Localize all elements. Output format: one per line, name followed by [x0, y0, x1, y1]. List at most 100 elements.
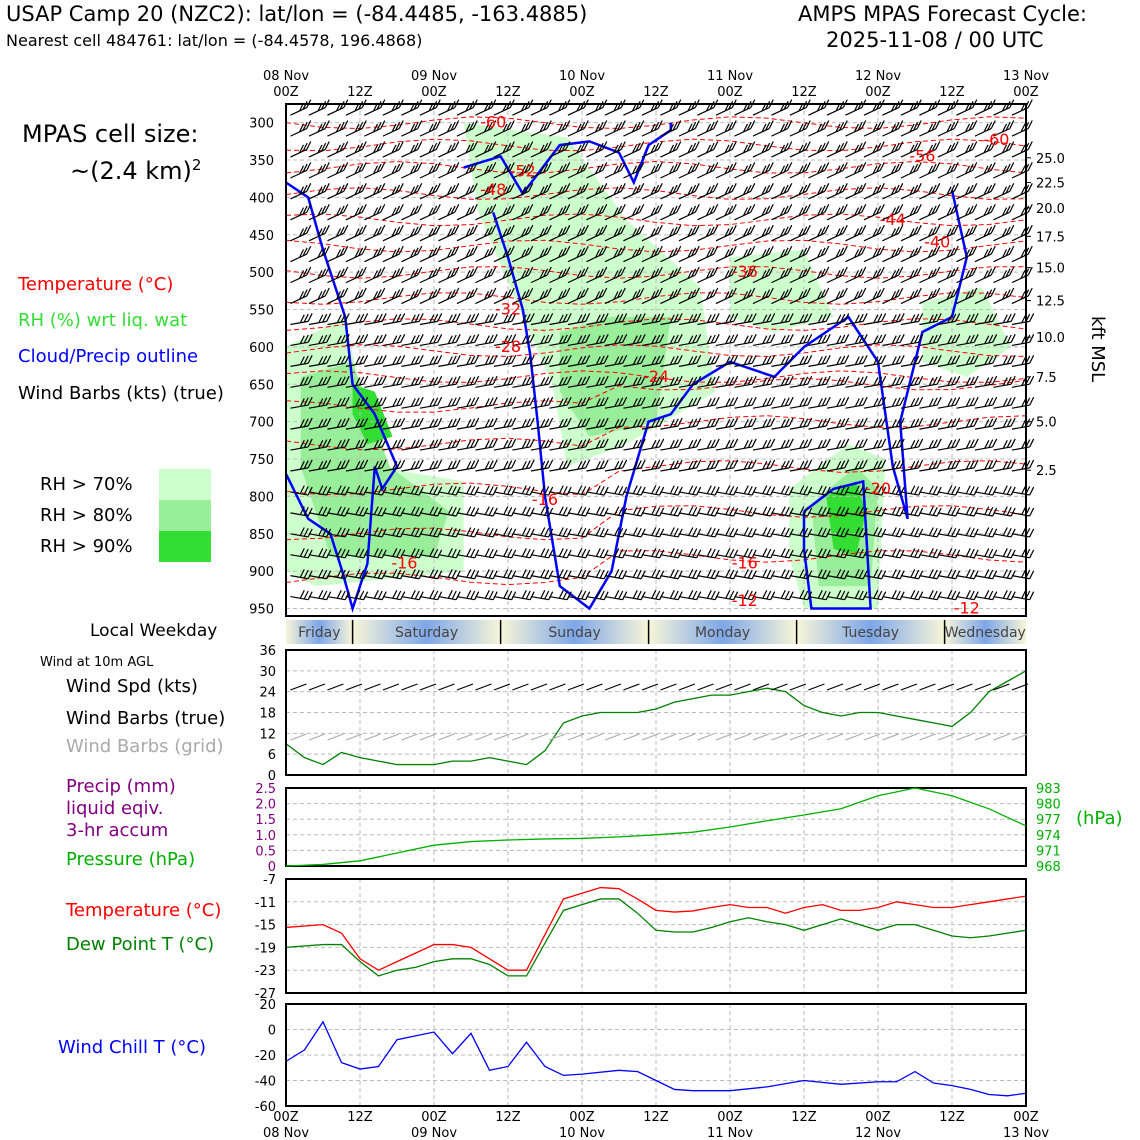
barb-flag — [299, 440, 305, 449]
xsec-wind-barb — [345, 313, 369, 326]
barb-shaft — [863, 575, 882, 580]
barb-flag — [784, 355, 790, 365]
barb-flag — [507, 397, 513, 407]
barb-flag — [529, 438, 535, 448]
xsec-wind-barb — [900, 527, 924, 538]
xsec-wind-barb — [771, 569, 794, 580]
barb-flag — [1027, 99, 1033, 108]
xsec-wind-barb — [623, 313, 646, 326]
barb-shaft — [845, 467, 864, 472]
barb-flag — [932, 590, 938, 600]
barb-flag — [677, 438, 683, 448]
barb-flag — [543, 268, 549, 277]
barb-flag — [965, 485, 971, 494]
barb-flag — [525, 569, 531, 579]
barb-flag — [355, 419, 361, 428]
barb-flag — [377, 569, 383, 579]
barb-shaft — [419, 211, 437, 221]
barb-shaft — [956, 533, 975, 538]
barb-flag — [766, 334, 772, 344]
barb-flag — [787, 120, 793, 129]
barb-shaft — [660, 127, 678, 137]
barb-flag — [502, 249, 508, 258]
barb-flag — [599, 334, 605, 344]
barb-flag — [713, 203, 719, 213]
barb-flag — [928, 527, 934, 536]
barb-shaft — [623, 253, 641, 263]
xsec-wind-barb — [771, 354, 794, 367]
xsec-wind-barb — [956, 120, 978, 137]
barb-shaft — [327, 467, 346, 472]
barb-flag — [891, 485, 897, 494]
xsec-wind-barb — [364, 203, 386, 221]
barb-flag — [688, 527, 694, 536]
barb-flag — [324, 120, 330, 129]
barb-shaft — [974, 169, 992, 179]
barb-flag — [1029, 417, 1035, 427]
barb-shaft — [808, 169, 826, 179]
pressure-label: Pressure (hPa) — [66, 849, 196, 870]
barb-flag — [585, 528, 591, 538]
barb-flag — [1010, 486, 1016, 496]
barb-flag — [318, 335, 324, 344]
barb-flag — [768, 141, 774, 150]
barb-flag — [603, 334, 609, 343]
barb-shaft — [937, 211, 955, 221]
barb-flag — [990, 245, 996, 255]
xsec-wind-barb — [586, 266, 608, 284]
barb-shaft — [419, 425, 438, 430]
barb-flag — [1006, 376, 1012, 386]
barb-flag — [836, 398, 842, 407]
barb-flag — [398, 162, 404, 171]
barb-flag — [746, 142, 752, 152]
barb-flag — [620, 203, 626, 213]
barb-shaft — [604, 295, 622, 305]
barb-flag — [1010, 549, 1016, 559]
barb-flag — [725, 527, 731, 536]
barb-flag — [529, 459, 535, 469]
barb-flag — [1027, 183, 1033, 192]
barb-shaft — [808, 491, 827, 496]
barb-flag — [931, 289, 937, 298]
barb-flag — [840, 397, 846, 407]
barb-flag — [303, 460, 309, 469]
barb-shaft — [752, 404, 771, 409]
xsec-wind-barb — [641, 266, 663, 284]
barb-flag — [470, 376, 476, 386]
barb-flag — [343, 245, 349, 255]
barb-flag — [928, 419, 934, 428]
xsec-wind-barb — [752, 245, 774, 263]
barb-flag — [1006, 355, 1012, 365]
barb-shaft — [327, 425, 346, 430]
barb-shaft — [808, 107, 826, 116]
barb-shaft — [826, 404, 845, 409]
barb-shaft — [401, 107, 419, 116]
xsec-wind-barb — [900, 569, 924, 580]
barb-flag — [1029, 570, 1035, 580]
xsec-wind-barb — [919, 99, 941, 116]
barb-flag — [562, 313, 568, 323]
wind-ytick-5: 30 — [259, 665, 276, 680]
barb-shaft — [1011, 362, 1030, 367]
xsec-wind-barb — [493, 459, 517, 472]
barb-flag — [581, 439, 587, 448]
barb-shaft — [512, 404, 531, 409]
barb-flag — [509, 224, 515, 234]
barb-flag — [381, 417, 387, 427]
barb-flag — [359, 527, 365, 537]
barb-shaft — [530, 446, 549, 451]
xsec-wind-barb — [586, 99, 608, 116]
barb-flag — [694, 203, 700, 213]
barb-flag — [598, 101, 604, 110]
barb-flag — [742, 270, 749, 279]
barb-flag — [540, 527, 546, 536]
barb-flag — [324, 141, 330, 150]
xsec-wind-barb — [715, 287, 737, 305]
barb-flag — [705, 207, 712, 216]
barb-flag — [566, 507, 572, 517]
barb-flag — [992, 354, 998, 364]
barb-flag — [953, 266, 959, 276]
barb-flag — [465, 165, 471, 175]
barb-flag — [839, 205, 845, 215]
xsec-wind-barb — [327, 162, 349, 179]
